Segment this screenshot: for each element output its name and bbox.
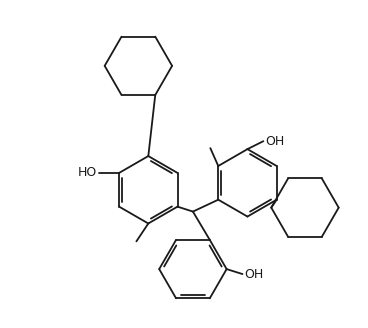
Text: OH: OH bbox=[265, 135, 284, 148]
Text: HO: HO bbox=[78, 166, 97, 179]
Text: OH: OH bbox=[244, 268, 264, 280]
